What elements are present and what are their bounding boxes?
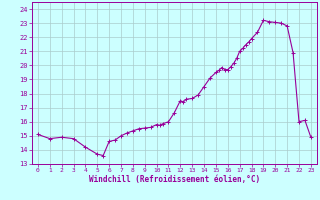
X-axis label: Windchill (Refroidissement éolien,°C): Windchill (Refroidissement éolien,°C) — [89, 175, 260, 184]
